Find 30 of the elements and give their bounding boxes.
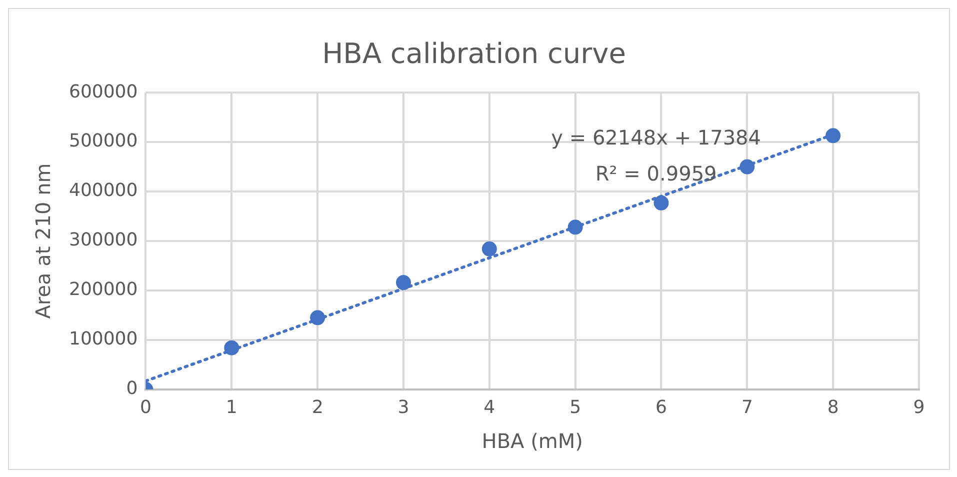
y-axis-title: Area at 210 nm: [31, 163, 56, 319]
x-tick-label: 0: [140, 396, 152, 418]
annotation: y = 62148x + 17384: [551, 126, 762, 150]
point: [396, 275, 411, 290]
x-tick-label: 7: [741, 396, 753, 418]
x-tick-label: 9: [913, 396, 925, 418]
x-tick-label: 1: [226, 396, 238, 418]
y-tick-label: 200000: [68, 279, 138, 300]
x-tick-label: 3: [398, 396, 410, 418]
x-tick-label: 6: [656, 396, 667, 418]
x-tick-label: 5: [570, 396, 582, 418]
x-tick-label: 8: [827, 396, 839, 418]
point: [654, 195, 669, 210]
annotation: R² = 0.9959: [595, 162, 717, 186]
point: [482, 241, 497, 256]
y-tick-label: 600000: [68, 81, 138, 102]
point: [826, 128, 841, 144]
y-tick-label: 100000: [68, 328, 138, 350]
y-tick-label: 400000: [68, 180, 138, 202]
chart-title: HBA calibration curve: [322, 37, 626, 70]
x-axis-title: HBA (mM): [482, 429, 583, 454]
y-tick-label: 0: [126, 378, 138, 400]
point: [568, 220, 583, 235]
point: [224, 340, 240, 356]
point: [740, 159, 755, 174]
point: [310, 310, 326, 326]
x-tick-label: 4: [484, 396, 496, 418]
y-tick-label: 500000: [68, 130, 138, 152]
x-tick-label: 2: [312, 396, 324, 418]
y-tick-label: 300000: [68, 230, 138, 251]
